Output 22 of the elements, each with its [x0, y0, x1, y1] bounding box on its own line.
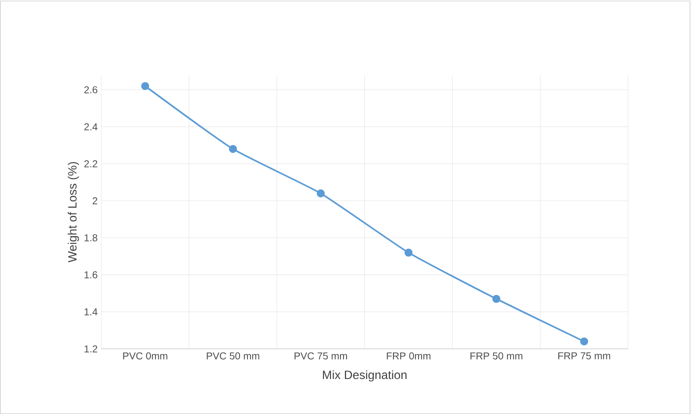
point [492, 294, 500, 303]
y-tick-label: 2.2 [84, 160, 98, 168]
point [141, 82, 150, 90]
y-tick-label: 1.6 [84, 271, 98, 278]
x-tick-label: PVC 0mm [123, 352, 168, 360]
x-tick-label: FRP 75 mm [558, 352, 610, 360]
point [316, 189, 325, 198]
point [580, 337, 588, 346]
x-axis-title: Mix Designation [322, 370, 407, 382]
x-tick-label: PVC 50 mm [206, 352, 260, 360]
y-tick-label: 2.6 [84, 86, 98, 94]
x-tick-label: FRP 0mm [386, 352, 430, 360]
point [228, 144, 237, 153]
y-tick-label: 1.2 [84, 345, 98, 352]
x-tick-label: PVC 75 mm [294, 352, 348, 360]
y-tick-label: 1.8 [84, 234, 98, 242]
y-tick-label: 1.4 [84, 308, 98, 316]
x-tick-label: FRP 50 mm [470, 352, 522, 360]
y-axis-title: Weight of Loss (%) [68, 162, 79, 262]
y-tick-label: 2.4 [84, 123, 98, 130]
point [404, 248, 413, 257]
y-tick-label: 2 [92, 197, 98, 204]
